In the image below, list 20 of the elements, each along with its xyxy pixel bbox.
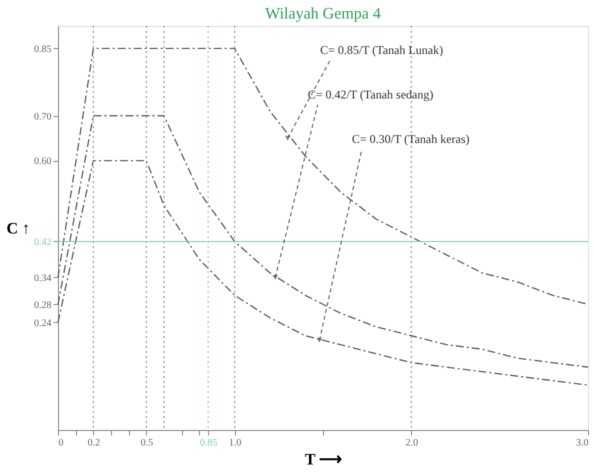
y-tick-label: 0.42 xyxy=(34,236,52,248)
chart-title: Wilayah Gempa 4 xyxy=(265,6,381,22)
y-tick-label: 0.85 xyxy=(34,44,52,55)
x-tick-label: 1.0 xyxy=(228,438,242,448)
y-axis-title: C ↑ xyxy=(6,220,30,238)
annotation: C= 0.42/T (Tanah sedang) xyxy=(308,88,434,102)
x-tick-label: 0.85 xyxy=(200,438,218,448)
y-tick-label: 0.70 xyxy=(34,111,52,122)
annotation: C= 0.30/T (Tanah keras) xyxy=(352,132,470,146)
x-tick-label: 0.2 xyxy=(88,438,100,448)
y-tick-label: 0.24 xyxy=(34,318,52,329)
y-tick-label: 0.60 xyxy=(34,156,52,168)
x-tick-label: 2.0 xyxy=(406,438,418,448)
x-tick-label: 0.5 xyxy=(140,438,154,448)
annotation: C= 0.85/T (Tanah Lunak) xyxy=(320,43,444,58)
x-tick-label: 3.0 xyxy=(576,438,588,448)
x-tick-label: 0 xyxy=(58,438,64,448)
x-axis-title: T ⟶ xyxy=(304,452,342,468)
y-tick-label: 0.34 xyxy=(34,272,52,284)
y-tick-label: 0.28 xyxy=(34,300,52,311)
